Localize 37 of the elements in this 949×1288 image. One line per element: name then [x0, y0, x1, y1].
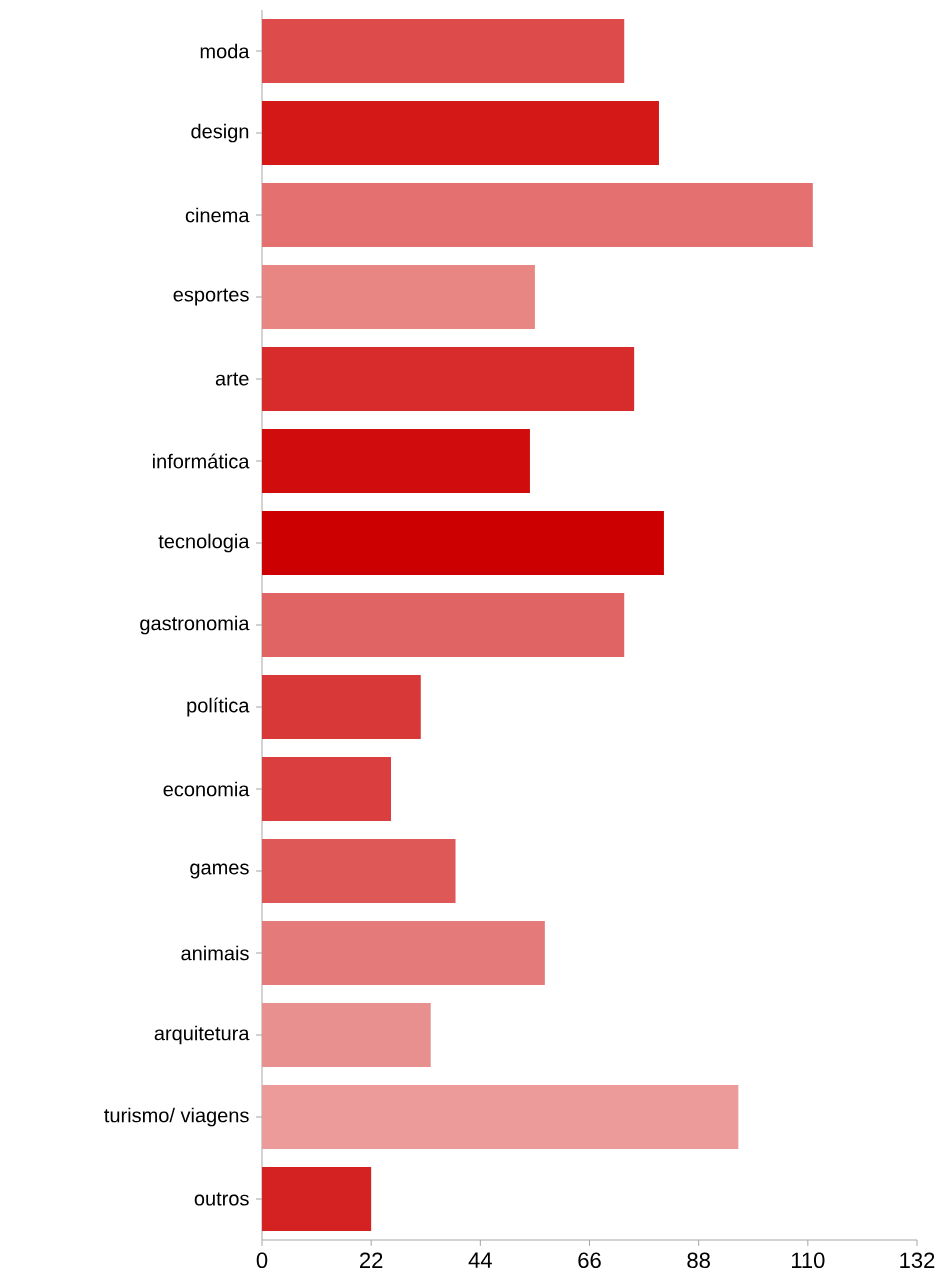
y-tick-label: informática: [152, 453, 250, 469]
y-tick-label: design: [191, 123, 249, 143]
y-tick-label: games: [190, 863, 249, 879]
bar: [262, 921, 545, 986]
y-tick-label: moda: [200, 43, 250, 59]
bar: [262, 429, 530, 494]
bar: [262, 1085, 739, 1150]
bar: [262, 101, 659, 166]
bar: [262, 675, 421, 740]
y-tick-label: política: [187, 697, 250, 717]
x-tick-label: 132: [900, 1252, 935, 1269]
x-tick-label: 66: [578, 1252, 601, 1269]
y-tick-label: animais: [181, 945, 249, 961]
bar: [262, 511, 664, 576]
bar: [262, 265, 535, 330]
x-tick-label: 0: [256, 1252, 268, 1269]
bar: [262, 19, 625, 84]
y-tick-label: gastronomia: [140, 615, 250, 635]
x-tick-label: 110: [791, 1252, 825, 1269]
x-tick-label: 44: [468, 1252, 492, 1268]
y-tick-label: arquitetura: [154, 1025, 250, 1045]
y-tick-label: turismo/ viagens: [104, 1107, 249, 1127]
y-tick-label: tecnologia: [158, 533, 250, 553]
y-tick-label: outros: [194, 1192, 249, 1206]
y-tick-label: cinema: [185, 207, 250, 223]
bar: [262, 183, 813, 248]
bar: [262, 1003, 431, 1068]
y-tick-label: economia: [163, 781, 250, 797]
x-tick-label: 22: [360, 1252, 383, 1268]
bar: [262, 1167, 372, 1232]
x-tick-label: 88: [687, 1252, 710, 1269]
bar: [262, 839, 456, 904]
y-tick-label: esportes: [173, 288, 249, 306]
bar: [262, 593, 625, 658]
bar: [262, 757, 392, 822]
bar: [262, 347, 635, 412]
y-tick-label: arte: [215, 372, 249, 386]
